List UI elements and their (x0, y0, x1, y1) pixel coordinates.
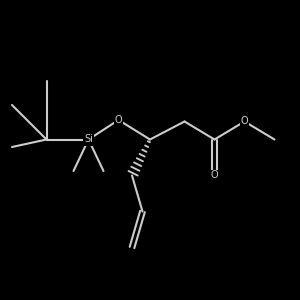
Text: O: O (211, 170, 218, 181)
Text: O: O (241, 116, 248, 127)
Text: Si: Si (84, 134, 93, 145)
Text: O: O (115, 115, 122, 125)
